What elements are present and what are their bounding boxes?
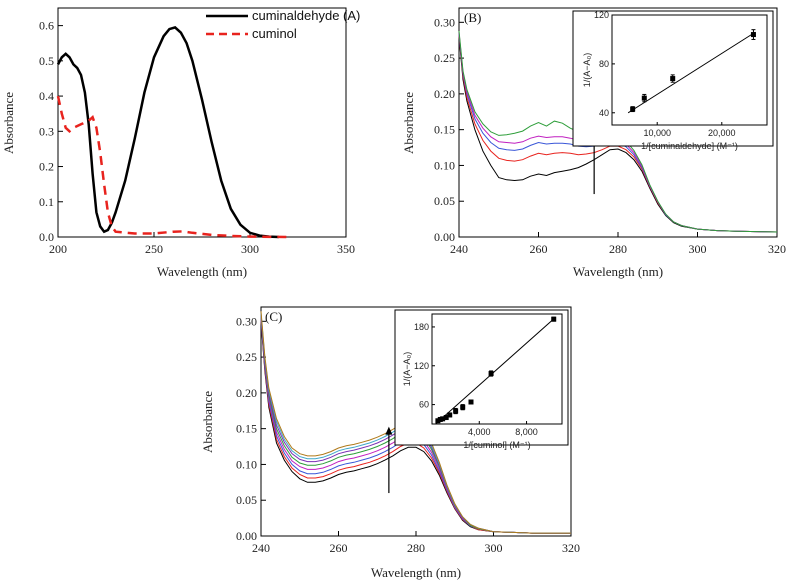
panel-b-inset-ytick-label-2: 120	[594, 10, 609, 20]
panel-c-xtick-label-0: 240	[252, 541, 270, 555]
panel-c-inset-point-2	[440, 416, 446, 422]
panel-b-xtick-label-2: 280	[609, 242, 627, 256]
panel-c-ylabel: Absorbance	[200, 391, 215, 453]
panel-c-ytick-label-0: 0.00	[236, 529, 257, 543]
panel-c-xtick-label-2: 280	[407, 541, 425, 555]
panel-c-inset-point-6	[460, 404, 466, 410]
panel-c-inset-ytick-label-1: 120	[414, 361, 429, 371]
panel-a-series	[56, 25, 289, 239]
panel-a-series-cuminaldehyde	[56, 25, 279, 239]
panel-a-xtick-label-2: 300	[241, 242, 259, 256]
panel-b-label: (B)	[464, 10, 481, 25]
panel-b: 240 260 280 300 320 0.00 0.05 0.10 0.15 0.20 0.25 0…	[401, 7, 786, 279]
panel-b-ytick-label-4: 0.20	[434, 87, 455, 101]
panel-a-ytick-label-4: 0.4	[39, 89, 54, 103]
panel-c-series	[260, 311, 571, 534]
panel-b-inset-fit-line	[627, 31, 756, 114]
panel-c-label: (C)	[265, 309, 282, 324]
legend-label-cuminaldehyde: cuminaldehyde (A)	[252, 8, 360, 23]
panel-b-inset-point-1	[641, 95, 647, 101]
panel-c-ticks: 240 260 280 300 320 0.00 0.05 0.10 0.15 0.20 0.25 0…	[236, 314, 580, 555]
panel-c-arrow-head	[385, 426, 393, 435]
panel-b-inset-ylabel: 1/(A−A₀)	[582, 53, 592, 88]
panel-b-ytick-label-6: 0.30	[434, 15, 455, 29]
panel-c-inset-point-3	[443, 415, 449, 421]
panel-a-xtick-label-3: 350	[337, 242, 355, 256]
panel-c-spectrum-7	[260, 311, 571, 534]
panel-c-xtick-label-3: 300	[485, 541, 503, 555]
panel-c-inset-ytick-label-2: 180	[414, 322, 429, 332]
panel-c-ytick-label-4: 0.20	[236, 386, 257, 400]
panel-c-xlabel: Wavelength (nm)	[371, 565, 461, 580]
panel-c-ytick-label-6: 0.30	[236, 314, 257, 328]
panel-c-inset-point-8	[488, 371, 494, 377]
panel-b-xtick-label-4: 320	[768, 242, 786, 256]
panel-a-xtick-label-1: 250	[145, 242, 163, 256]
panel-c: 240 260 280 300 320 0.00 0.05 0.10 0.15 0.20 0.25 0…	[200, 306, 580, 580]
panel-b-inset-xtick-label-0: 10,000	[643, 128, 671, 138]
panel-c-inset: 4,000 8,000 60 120 180 1/[cuminol] (M⁻¹) 1/(A−…	[394, 309, 569, 450]
panel-c-inset-ytick-label-0: 60	[419, 400, 429, 410]
panel-a-ylabel: Absorbance	[1, 92, 16, 154]
panel-c-xtick-label-4: 320	[562, 541, 580, 555]
panel-b-ytick-label-5: 0.25	[434, 51, 455, 65]
panel-b-inset-xlabel: 1/[cuminaldehyde] (M⁻¹)	[641, 141, 738, 151]
panel-b-ytick-label-1: 0.05	[434, 194, 455, 208]
panel-c-xtick-label-1: 260	[330, 541, 348, 555]
panel-c-inset-fit-line	[435, 317, 556, 425]
panel-c-inset-point-4	[447, 412, 453, 418]
panel-c-inset-point-9	[551, 316, 557, 322]
panel-b-xlabel: Wavelength (nm)	[573, 264, 663, 279]
panel-a-ytick-label-6: 0.6	[39, 19, 54, 33]
panel-b-inset-xtick-label-1: 20,000	[708, 128, 736, 138]
panel-b-inset-point-3	[750, 32, 756, 38]
panel-b-xtick-label-1: 260	[530, 242, 548, 256]
panel-a: 200 250 300 350 0.0 0.1 0.2 0.3 0.4 0.5 0.6 Wavele…	[1, 7, 360, 279]
panel-b-inset: 10,000 20,000 40 80 120 1/[cuminaldehyde] (M⁻…	[572, 10, 774, 151]
panel-a-ytick-label-2: 0.2	[39, 160, 54, 174]
panel-b-spectrum-0	[458, 36, 778, 233]
panel-c-inset-point-7	[468, 399, 474, 405]
panel-b-ytick-label-0: 0.00	[434, 230, 455, 244]
panel-b-ytick-label-2: 0.10	[434, 158, 455, 172]
panel-b-inset-point-2	[670, 76, 676, 82]
panel-a-xlabel: Wavelength (nm)	[157, 264, 247, 279]
panel-c-spectrum-2	[260, 318, 571, 534]
panel-c-ytick-label-1: 0.05	[236, 493, 257, 507]
panel-b-xtick-label-3: 300	[689, 242, 707, 256]
panel-b-inset-ytick-label-0: 40	[599, 108, 609, 118]
panel-c-inset-content: 4,000 8,000 60 120 180 1/[cuminol] (M⁻¹) 1/(A−…	[402, 313, 563, 450]
panel-b-inset-axes	[611, 14, 768, 126]
panel-c-inset-xlabel: 1/[cuminol] (M⁻¹)	[463, 440, 530, 450]
panel-c-inset-xtick-label-0: 4,000	[468, 427, 491, 437]
panel-a-ytick-label-3: 0.3	[39, 124, 54, 138]
panel-a-ytick-label-0: 0.0	[39, 230, 54, 244]
panel-b-ticks: 240 260 280 300 320 0.00 0.05 0.10 0.15 0.20 0.25 0…	[434, 15, 786, 256]
panel-c-inset-point-5	[453, 408, 459, 414]
panel-c-inset-ylabel: 1/(A−A₀)	[402, 352, 412, 387]
panel-b-inset-ytick-label-1: 80	[599, 59, 609, 69]
legend-label-cuminol: cuminol	[252, 26, 297, 41]
panel-c-spectrum-0	[260, 321, 571, 534]
panel-a-ticks: 200 250 300 350 0.0 0.1 0.2 0.3 0.4 0.5 0.6	[39, 19, 355, 256]
panel-c-arrow	[385, 426, 393, 494]
panel-c-inset-axes	[431, 313, 563, 425]
panel-a-xtick-label-0: 200	[49, 242, 67, 256]
panel-a-legend: cuminaldehyde (A) cuminol	[206, 8, 360, 41]
panel-b-ytick-label-3: 0.15	[434, 123, 455, 137]
panel-c-ytick-label-2: 0.10	[236, 457, 257, 471]
panel-b-xtick-label-0: 240	[450, 242, 468, 256]
panel-a-frame	[57, 7, 347, 238]
panel-c-inset-xtick-label-1: 8,000	[515, 427, 538, 437]
panel-c-ytick-label-5: 0.25	[236, 350, 257, 364]
panel-b-inset-content: 10,000 20,000 40 80 120 1/[cuminaldehyde] (M⁻…	[582, 10, 768, 151]
panel-c-ytick-label-3: 0.15	[236, 422, 257, 436]
panel-a-ytick-label-1: 0.1	[39, 195, 54, 209]
panel-b-ylabel: Absorbance	[401, 92, 416, 154]
panel-a-ytick-label-5: 0.5	[39, 54, 54, 68]
panel-b-inset-point-0	[630, 106, 636, 112]
